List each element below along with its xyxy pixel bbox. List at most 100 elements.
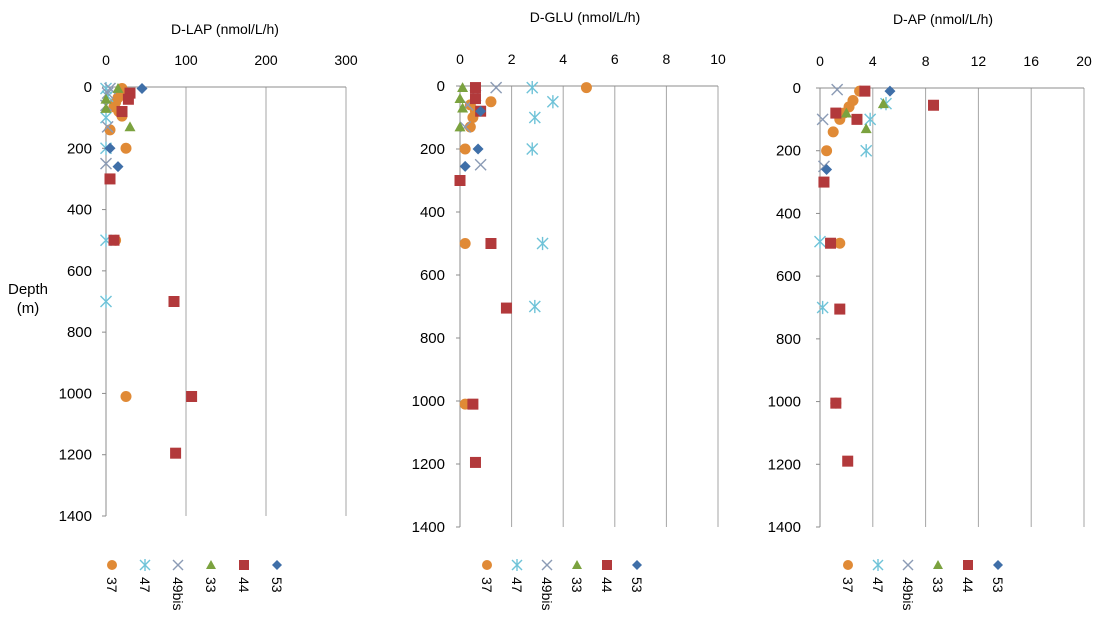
data-point-series-37	[827, 126, 839, 138]
y-tick-label: 1000	[768, 394, 801, 411]
data-point-series-37	[464, 121, 476, 133]
legend-marker-33	[572, 560, 582, 569]
data-point-series-47	[816, 300, 829, 315]
legend-marker-53	[993, 560, 1003, 570]
legend-marker-33	[933, 560, 943, 569]
legend-label-33: 33	[203, 577, 219, 593]
legend-marker-53	[632, 560, 642, 570]
x-tick-label: 4	[559, 51, 567, 67]
data-point-series-37	[580, 82, 592, 94]
x-tick-label: 300	[334, 52, 358, 68]
data-point-series-33	[860, 123, 872, 134]
legend-label-47: 47	[137, 577, 153, 593]
y-tick-label: 1400	[412, 519, 445, 536]
chart-title: D-GLU (nmol/L/h)	[530, 9, 640, 25]
data-point-series-44	[108, 234, 120, 246]
y-tick-label: 0	[84, 79, 92, 96]
depth-label-line2: (m)	[16, 300, 40, 317]
data-point-series-33	[457, 82, 469, 92]
data-point-series-47	[864, 112, 877, 126]
y-tick-label: 400	[776, 205, 801, 222]
data-point-series-53	[884, 85, 896, 97]
legend-label-53: 53	[990, 577, 1006, 593]
y-tick-label: 1200	[768, 456, 801, 473]
y-tick-label: 800	[67, 324, 92, 341]
y-tick-label: 800	[420, 330, 445, 347]
legend-marker-49bis	[172, 559, 184, 571]
legend-label-37: 37	[479, 577, 495, 593]
data-point-series-33	[454, 121, 466, 132]
data-point-series-49bis	[101, 87, 114, 100]
legend-label-37: 37	[840, 577, 856, 593]
data-point-series-44	[469, 82, 481, 94]
y-tick-label: 200	[420, 141, 445, 158]
legend-marker-47	[511, 559, 523, 571]
legend-marker-44	[602, 560, 612, 570]
data-point-series-37	[120, 390, 132, 402]
data-point-series-49bis	[816, 113, 829, 126]
data-point-series-44	[825, 237, 837, 249]
x-tick-label: 6	[611, 51, 619, 67]
data-point-series-53	[821, 164, 833, 176]
legend-marker-49bis	[902, 559, 914, 571]
data-point-series-49bis-stroke	[101, 87, 114, 100]
data-point-series-33	[454, 93, 466, 103]
y-tick-label: 0	[793, 80, 801, 97]
data-point-series-44	[834, 303, 846, 315]
data-point-series-49bis-stroke	[831, 83, 844, 96]
x-tick-label: 100	[174, 52, 198, 68]
y-tick-label: 0	[437, 78, 445, 95]
y-tick-label: 1400	[59, 508, 92, 525]
data-point-series-49bis-stroke	[474, 158, 487, 171]
data-point-series-37	[821, 145, 833, 157]
y-tick-label: 800	[776, 331, 801, 348]
data-point-series-44	[124, 87, 136, 99]
chart-title: D-AP (nmol/L/h)	[893, 11, 993, 27]
data-point-series-33	[112, 83, 124, 93]
data-point-series-44	[168, 296, 180, 307]
data-point-series-44	[104, 173, 116, 185]
data-point-series-53	[475, 105, 487, 117]
legend-marker-44	[963, 560, 973, 570]
chart-title: D-LAP (nmol/L/h)	[171, 21, 279, 37]
data-point-series-47	[546, 95, 559, 109]
legend-marker-47	[872, 559, 884, 571]
data-point-series-49bis	[490, 81, 503, 94]
x-tick-label: 12	[971, 53, 987, 69]
data-point-series-47	[526, 80, 539, 95]
data-point-series-49bis-stroke	[100, 157, 112, 170]
chart-panel-1: D-LAP (nmol/L/h) 0 100 200 300 0 200 400 600 800 1…	[59, 21, 358, 610]
data-point-series-44	[851, 113, 863, 125]
chart-panel-3: D-AP (nmol/L/h)0 4 8 12 16 200200400600800100…	[768, 11, 1092, 610]
legend-marker-47	[139, 559, 151, 571]
x-tick-label: 4	[869, 53, 877, 69]
data-point-series-44	[830, 107, 842, 119]
x-tick-label: 2	[508, 51, 516, 67]
legend-label-33: 33	[569, 577, 585, 593]
data-point-series-44	[469, 456, 481, 468]
legend-marker-53	[272, 560, 282, 570]
data-point-series-53	[459, 160, 471, 172]
data-point-series-44	[186, 390, 198, 402]
data-point-series-53	[112, 161, 124, 173]
depth-axis-label: Depth (m)	[8, 280, 48, 318]
legend-label-47: 47	[509, 577, 525, 593]
data-point-series-33	[877, 98, 889, 109]
data-point-series-49bis	[100, 157, 112, 170]
y-tick-label: 1000	[59, 385, 92, 402]
data-point-series-47	[526, 142, 539, 156]
legend-marker-49bis	[541, 559, 553, 571]
legend-marker-37	[843, 560, 853, 570]
data-point-series-47	[814, 235, 826, 249]
y-tick-label: 600	[67, 263, 92, 280]
x-tick-label: 16	[1023, 53, 1039, 69]
y-tick-label: 1200	[59, 447, 92, 464]
data-point-series-44	[122, 93, 134, 105]
legend-label-53: 53	[629, 577, 645, 593]
x-tick-label: 200	[254, 52, 278, 68]
data-point-series-49bis-stroke	[816, 113, 829, 126]
legend-marker-49bis-stroke	[172, 559, 184, 571]
y-tick-label: 400	[420, 204, 445, 221]
data-point-series-49bis-stroke	[817, 160, 830, 173]
legend-label-53: 53	[269, 577, 285, 593]
